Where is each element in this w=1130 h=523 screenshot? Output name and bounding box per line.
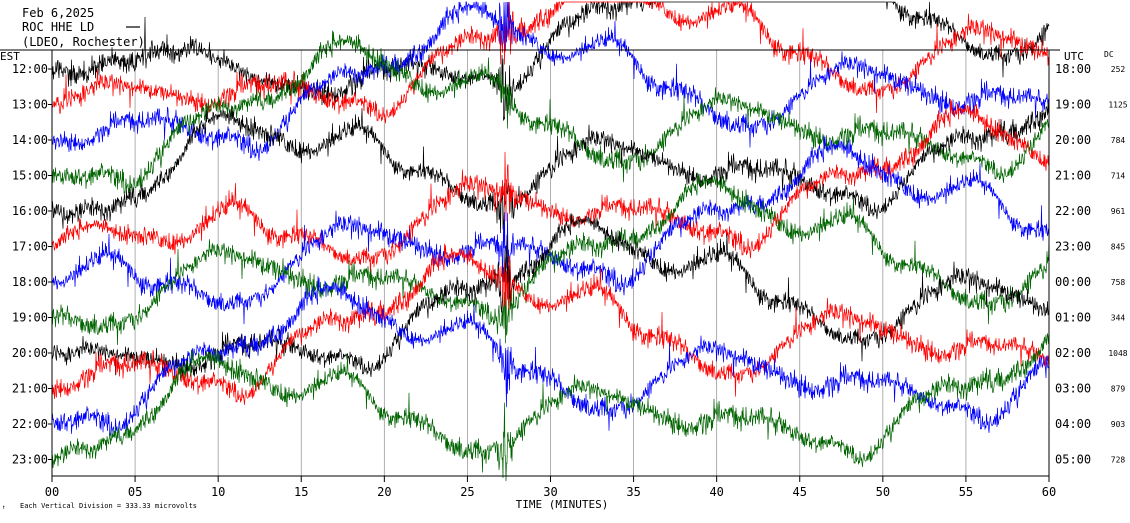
utc-time-label: 02:00 (1055, 346, 1091, 360)
x-tick-label: 40 (709, 485, 723, 499)
utc-time-label: 01:00 (1055, 311, 1091, 325)
local-time-label: 19:00 (12, 311, 48, 325)
utc-time-label: 23:00 (1055, 240, 1091, 254)
utc-time-label: 20:00 (1055, 133, 1091, 147)
local-time-label: 20:00 (12, 346, 48, 360)
x-tick-label: 30 (543, 485, 557, 499)
local-time-label: 16:00 (12, 204, 48, 218)
x-tick-label: 15 (294, 485, 308, 499)
dc-offset-labels: 252 1125 784 714 961 845 758 344 1048 879 903 728 (1108, 65, 1127, 465)
utc-time-label: 03:00 (1055, 382, 1091, 396)
header-network: (LDEO, Rochester) (22, 35, 145, 49)
utc-time-label: 00:00 (1055, 275, 1091, 289)
local-time-label: 22:00 (12, 417, 48, 431)
local-time-label: 12:00 (12, 62, 48, 76)
x-tick-label: 35 (626, 485, 640, 499)
local-time-label: 14:00 (12, 133, 48, 147)
x-tick-label: 60 (1042, 485, 1056, 499)
dc-offset-value: 728 (1111, 456, 1126, 465)
local-time-labels: 12:00 13:00 14:00 15:00 16:00 17:00 18:00 19:00… (12, 62, 52, 467)
local-time-label: 17:00 (12, 240, 48, 254)
utc-time-label: 18:00 (1055, 62, 1091, 76)
dc-offset-value: 879 (1111, 385, 1126, 394)
dc-offset-value: 845 (1111, 243, 1126, 252)
x-tick-label: 20 (377, 485, 391, 499)
trace-2100 (51, 243, 1050, 405)
dc-offset-value: 758 (1111, 278, 1126, 287)
dc-offset-value: 903 (1111, 420, 1126, 429)
x-tick-label: 05 (128, 485, 142, 499)
utc-time-label: 04:00 (1055, 417, 1091, 431)
dc-offset-value: 344 (1111, 314, 1126, 323)
dc-offset-value: 714 (1111, 172, 1126, 181)
x-tick-label: 25 (460, 485, 474, 499)
header-date: Feb 6,2025 (22, 6, 94, 20)
scale-note-marker: ↑ (2, 504, 6, 511)
trace-1600 (51, 103, 1050, 234)
local-time-label: 13:00 (12, 98, 48, 112)
local-time-label: 18:00 (12, 275, 48, 289)
utc-time-label: 05:00 (1055, 453, 1091, 467)
local-time-label: 15:00 (12, 169, 48, 183)
dc-offset-value: 252 (1111, 65, 1126, 74)
dc-offset-value: 961 (1111, 207, 1126, 216)
utc-time-label: 22:00 (1055, 204, 1091, 218)
utc-time-label: 19:00 (1055, 98, 1091, 112)
utc-time-label: 21:00 (1055, 169, 1091, 183)
x-tick-label: 10 (211, 485, 225, 499)
dc-offset-value: 1125 (1108, 101, 1127, 110)
x-axis-title: TIME (MINUTES) (516, 498, 609, 511)
x-tick-label: 00 (45, 485, 59, 499)
x-tick-labels: 00 05 10 15 20 25 30 35 40 45 50 55 60 (45, 476, 1056, 499)
trace-1900 (51, 172, 1050, 346)
dc-offset-value: 784 (1111, 136, 1126, 145)
x-tick-label: 45 (793, 485, 807, 499)
local-time-label: 23:00 (12, 453, 48, 467)
right-timezone-label: UTC (1064, 50, 1084, 63)
left-timezone-label: EST (0, 50, 20, 63)
scale-note: Each Vertical Division = 333.33 microvol… (20, 502, 197, 510)
axis-labels: EST UTC DC TIME (MINUTES) Each Vertical … (0, 50, 1114, 511)
header-station: ROC HHE LD (22, 20, 94, 34)
x-tick-label: 55 (959, 485, 973, 499)
local-time-label: 21:00 (12, 382, 48, 396)
trace-1700 (51, 98, 1050, 280)
dc-offset-value: 1048 (1108, 349, 1127, 358)
trace-layer (51, 0, 1050, 482)
trace-2200 (51, 276, 1050, 439)
chart-header: Feb 6,2025 ROC HHE LD (LDEO, Rochester) (22, 6, 145, 49)
trace-1500 (51, 30, 1050, 196)
dc-header-label: DC (1104, 50, 1114, 59)
utc-time-labels: 18:00 19:00 20:00 21:00 22:00 23:00 00:00 01:00… (1055, 62, 1091, 467)
trace-2300 (51, 333, 1050, 482)
trace-1200 (51, 0, 1050, 121)
trace-1400 (51, 1, 1050, 161)
x-tick-label: 50 (876, 485, 890, 499)
